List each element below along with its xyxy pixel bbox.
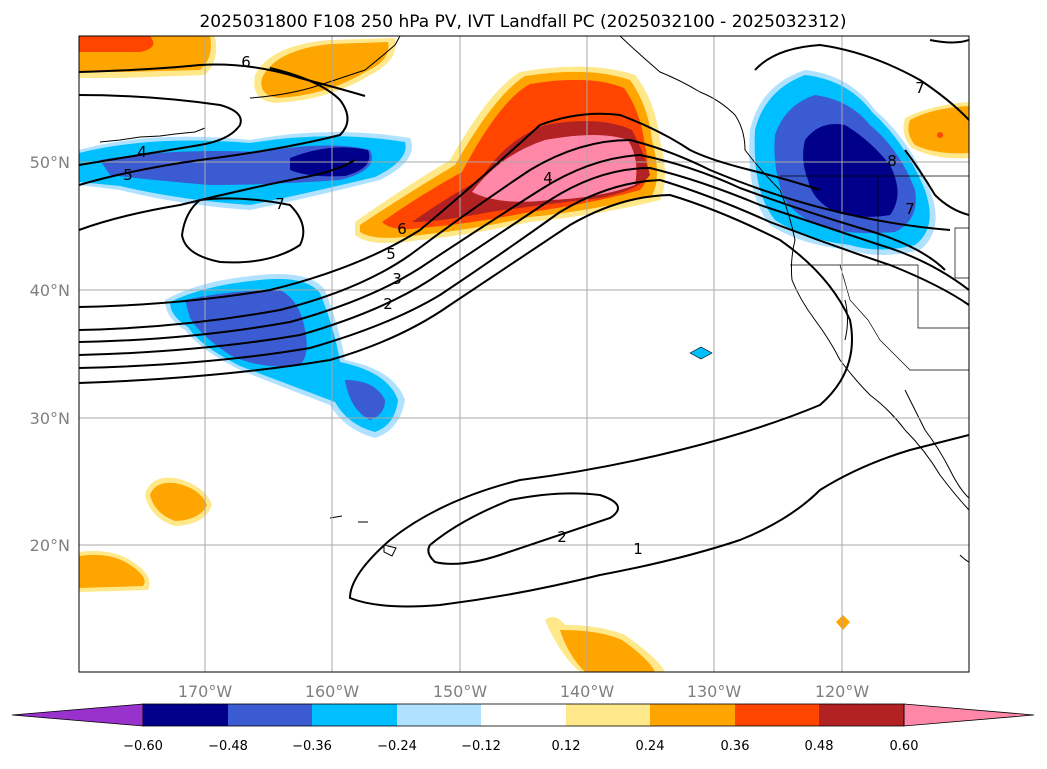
colorbar-segment [566,704,650,726]
colorbar-tick-label: −0.36 [292,739,332,754]
contour-label: 3 [392,270,402,288]
contour-label: 6 [397,220,407,238]
colorbar-extend-left [11,703,144,727]
colorbar-segment [735,704,819,726]
colorbar-tick-label: −0.60 [123,739,163,754]
latitude-labels: 50°N 40°N 30°N 20°N [30,153,70,555]
contour-label: 2 [383,295,393,313]
contour-label: 7 [905,200,915,218]
colorbar-segment [819,704,904,726]
gridlines [79,36,969,672]
lon-label: 160°W [305,682,360,701]
colorbar-segment [228,704,312,726]
contour-label: 7 [915,79,925,97]
colorbar-tick-label: −0.12 [461,739,501,754]
colorbar-extend-right [903,703,1035,727]
contour-label: 8 [887,152,897,170]
map-frame [78,35,970,673]
lat-label: 30°N [30,409,70,428]
lon-label: 170°W [178,682,233,701]
colorbar-tick-label: −0.24 [377,739,417,754]
contour-label: 4 [543,169,553,187]
colorbar-tick-label: 0.36 [721,739,750,754]
colorbar-segment [397,704,481,726]
colorbar-tick-labels: −0.60 −0.48 −0.36 −0.24 −0.12 0.12 0.24 … [123,739,918,754]
lat-label: 50°N [30,153,70,172]
lon-label: 120°W [815,682,870,701]
contour-label: 6 [241,53,251,71]
colorbar-tick-label: −0.48 [208,739,248,754]
coastlines [99,36,969,563]
colorbar-tick-label: 0.12 [552,739,581,754]
contour-label: 7 [275,195,285,213]
ivt-contours [79,39,969,608]
lon-label: 130°W [687,682,742,701]
contour-label: 5 [123,166,133,184]
colorbar-tick-label: 0.60 [890,739,919,754]
contour-label: 5 [386,245,396,263]
contour-label-group: 6 4 5 7 6 5 3 2 4 7 8 7 2 1 [123,53,925,558]
colorbar-segment [650,704,735,726]
colorbar-tick-label: 0.24 [636,739,665,754]
colorbar-tick-label: 0.48 [805,739,834,754]
lat-label: 40°N [30,281,70,300]
map-panel: 6 4 5 7 6 5 3 2 4 7 8 7 2 1 [79,36,969,672]
contour-label: 4 [137,143,147,161]
longitude-labels: 170°W 160°W 150°W 140°W 130°W 120°W [178,682,870,701]
lon-label: 150°W [433,682,488,701]
colorbar: −0.60 −0.48 −0.36 −0.24 −0.12 0.12 0.24 … [11,703,1035,754]
colorbar-segment [481,704,566,726]
contour-label: 2 [557,528,567,546]
colorbar-segment [312,704,397,726]
figure-title: 2025031800 F108 250 hPa PV, IVT Landfall… [199,12,846,32]
lon-label: 140°W [560,682,615,701]
colorbar-segment [143,704,228,726]
contour-label: 1 [633,540,643,558]
lat-label: 20°N [30,536,70,555]
